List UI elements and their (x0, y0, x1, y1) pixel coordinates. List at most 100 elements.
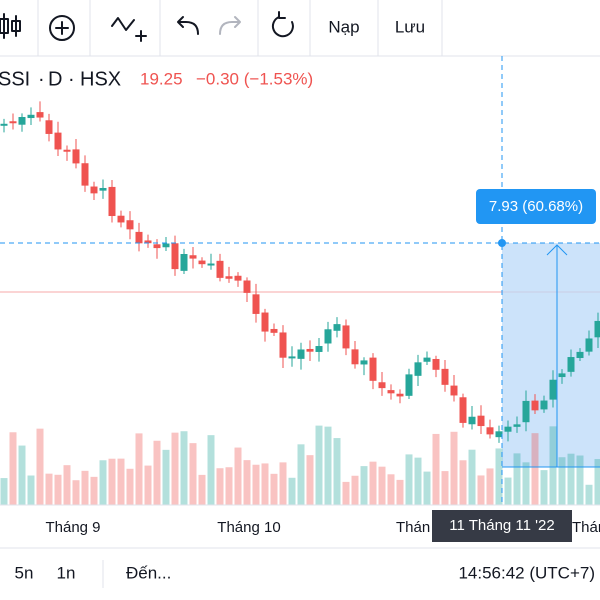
candle-body (567, 357, 575, 372)
volume-bar (423, 471, 431, 505)
volume-bar (396, 479, 404, 505)
candle-body (234, 275, 242, 281)
candle-body (0, 123, 8, 126)
volume-bar (0, 478, 8, 505)
volume-bar (234, 447, 242, 505)
candle-body (297, 349, 305, 359)
save-button[interactable]: Lưu (395, 17, 425, 36)
volume-bar (324, 426, 332, 505)
candle-body (81, 163, 89, 186)
reset-button[interactable] (271, 11, 294, 38)
volume-bar (540, 470, 548, 505)
candle-body (153, 244, 161, 249)
measure-tool: 7.93 (60.68%) (0, 56, 600, 505)
candle-body (261, 312, 269, 332)
range-button[interactable]: 5n (15, 563, 34, 582)
ticker-info: SSI · D · HSX 19.25 −0.30 (−1.53%) (0, 68, 313, 90)
crosshair-label-box (432, 510, 572, 542)
volume-bar (243, 460, 251, 505)
volume-bar (144, 465, 152, 505)
volume-bar (414, 457, 422, 505)
candle-body (252, 294, 260, 314)
volume-bar (369, 461, 377, 505)
measure-area (502, 243, 600, 467)
candle-body (342, 325, 350, 349)
candle-body (63, 149, 71, 152)
volume-bar (360, 466, 368, 505)
clock: 14:56:42 (UTC+7) (458, 563, 595, 582)
range-button[interactable]: 1n (57, 563, 76, 582)
candle-body (450, 385, 458, 396)
candle-body (162, 243, 170, 248)
volume-bar (279, 462, 287, 505)
candle-body (504, 426, 512, 432)
volume-bar (432, 433, 440, 505)
indicator-button[interactable] (111, 17, 147, 42)
toolbar: Nạp Lưu (0, 0, 600, 57)
redo-button[interactable] (219, 16, 241, 35)
add-button[interactable] (49, 15, 75, 41)
candle-body (549, 379, 557, 400)
volume-bar (99, 460, 107, 505)
volume-bar (297, 444, 305, 505)
x-tick-label: Tháng 10 (217, 519, 280, 536)
candle-body (594, 320, 600, 338)
volume-bar (558, 457, 566, 505)
candle-body (585, 338, 593, 352)
candle-body (387, 390, 395, 394)
volume-bar (576, 455, 584, 505)
volume-bar (405, 454, 413, 505)
candle-body (90, 186, 98, 194)
volume-bar (468, 449, 476, 505)
candle-body (108, 186, 116, 217)
volume-bar (162, 449, 170, 505)
candle-body (351, 349, 359, 365)
candle-body (9, 121, 17, 124)
volume-bar (36, 428, 44, 505)
goto-button[interactable]: Đến... (126, 563, 171, 582)
candle-body (279, 332, 287, 358)
candle-body (324, 329, 332, 344)
volume-bar (333, 438, 341, 505)
candle-body (45, 120, 53, 134)
volume-bar (45, 473, 53, 505)
volume-bar (18, 445, 26, 505)
chart-type-button[interactable] (0, 13, 21, 39)
candle-body (477, 415, 485, 427)
volume-bar (504, 477, 512, 505)
change: −0.30 (−1.53%) (196, 69, 313, 88)
volume-bar (216, 468, 224, 505)
candle-body (36, 112, 44, 118)
candle-body (333, 324, 341, 331)
volume-bar (585, 484, 593, 505)
candle-body (117, 215, 125, 223)
undo-button[interactable] (177, 16, 199, 35)
candle-body (72, 149, 80, 164)
volume-bar (459, 460, 467, 505)
measure-label-box (476, 189, 596, 224)
candle-body (126, 220, 134, 230)
candle-body (207, 263, 215, 266)
candle-body (468, 416, 476, 425)
candle-body (522, 400, 530, 423)
volume-bar (153, 440, 161, 505)
candle-body (369, 357, 377, 381)
candle-body (414, 362, 422, 376)
volume-bar (387, 474, 395, 505)
volume-bar (495, 448, 503, 505)
volume-bar (513, 453, 521, 505)
volume-bar (252, 464, 260, 505)
volume-bar (207, 435, 215, 505)
measure-label: 7.93 (60.68%) (489, 198, 583, 215)
volume-bar (594, 459, 600, 505)
volume-bar (198, 474, 206, 505)
volume-bar (72, 480, 80, 505)
candle-body (99, 187, 107, 191)
volume-bar (549, 426, 557, 505)
volume-bar (81, 470, 89, 505)
separator-dot: · (68, 68, 75, 90)
reload-button[interactable]: Nạp (328, 17, 359, 36)
volume-bar (261, 463, 269, 505)
volume-bar (90, 476, 98, 505)
